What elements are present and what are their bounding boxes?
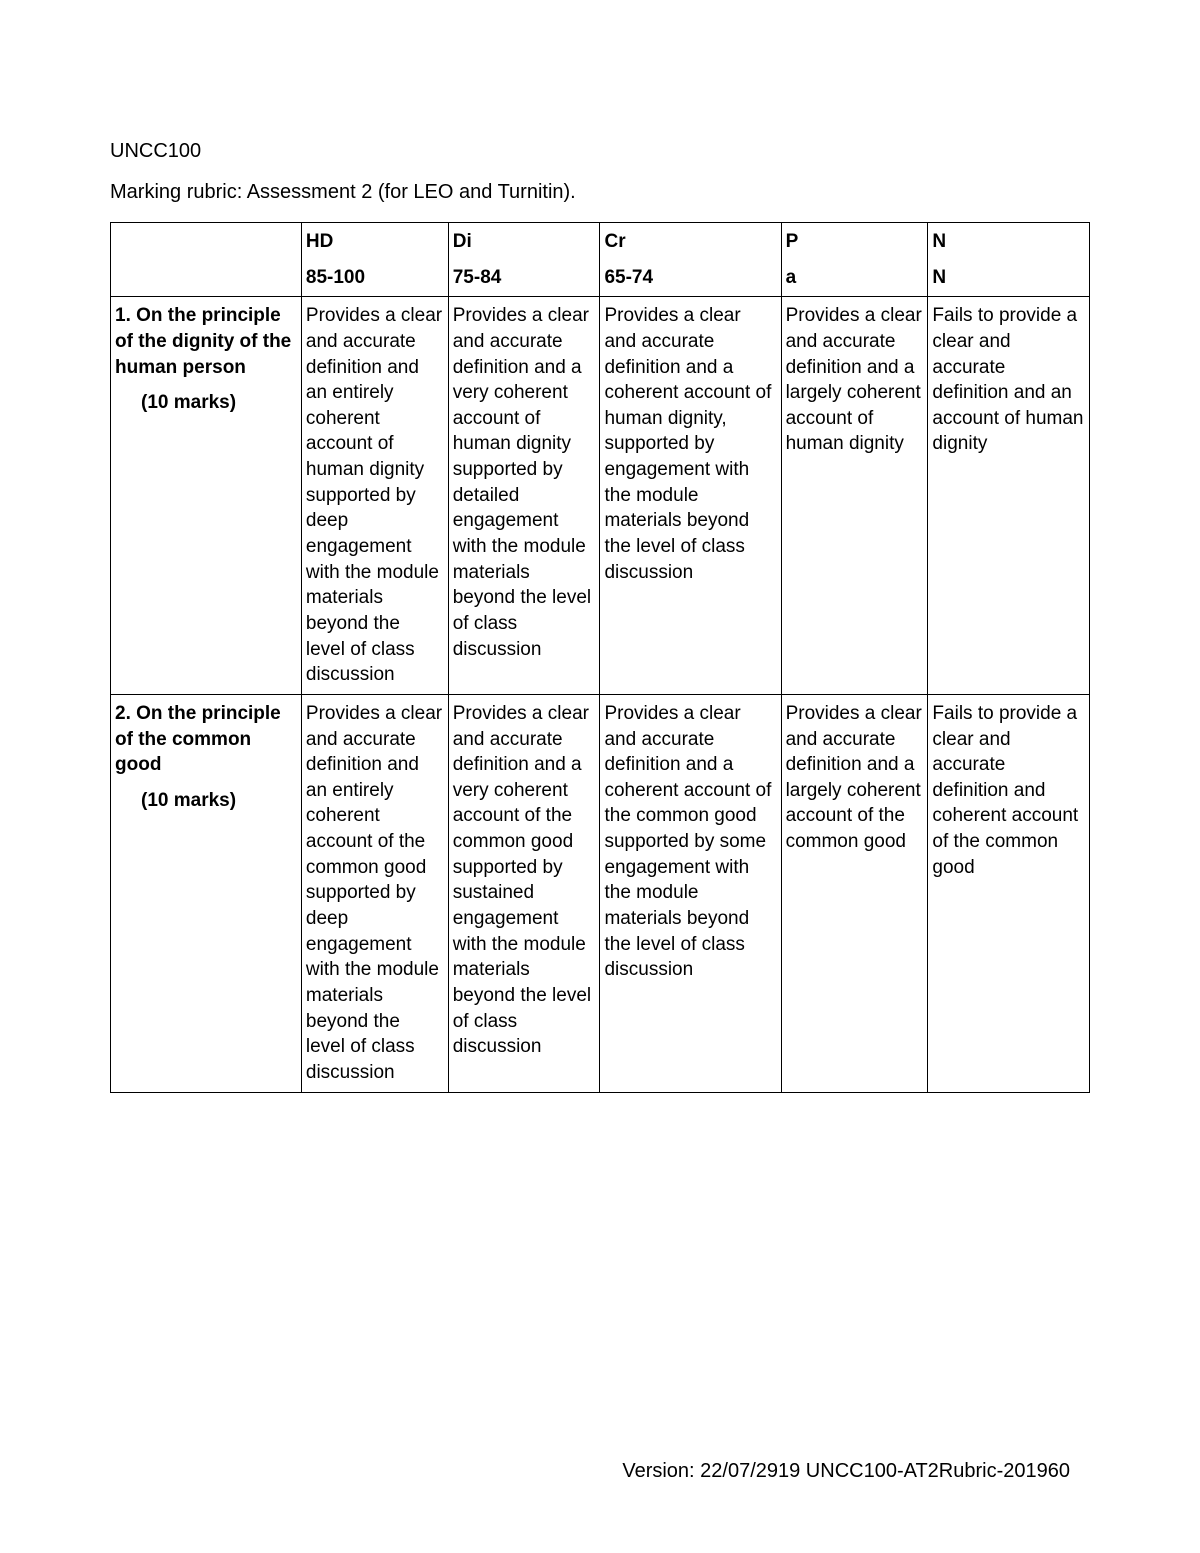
cell-cr: Provides a clear and accurate definition…	[600, 297, 781, 695]
header-range: 65-74	[604, 265, 776, 291]
cell-n: Fails to provide a clear and accurate de…	[928, 694, 1090, 1092]
header-label: Cr	[604, 229, 776, 255]
table-row: 2. On the principle of the common good (…	[111, 694, 1090, 1092]
cell-di: Provides a clear and accurate definition…	[448, 297, 600, 695]
header-di: Di 75-84	[448, 223, 600, 297]
course-code: UNCC100	[110, 140, 1090, 163]
header-range: a	[786, 265, 924, 291]
criterion-cell: 2. On the principle of the common good (…	[111, 694, 302, 1092]
cell-hd: Provides a clear and accurate definition…	[301, 694, 448, 1092]
header-label: P	[786, 229, 924, 255]
header-label: HD	[306, 229, 444, 255]
rubric-table: HD 85-100 Di 75-84 Cr 65-74 P a N N 1.	[110, 222, 1090, 1093]
table-header-row: HD 85-100 Di 75-84 Cr 65-74 P a N N	[111, 223, 1090, 297]
cell-di: Provides a clear and accurate definition…	[448, 694, 600, 1092]
criterion-title: 2. On the principle of the common good	[115, 703, 281, 775]
table-row: 1. On the principle of the dignity of th…	[111, 297, 1090, 695]
header-p: P a	[781, 223, 928, 297]
cell-hd: Provides a clear and accurate definition…	[301, 297, 448, 695]
header-n: N N	[928, 223, 1090, 297]
criterion-marks: (10 marks)	[115, 788, 297, 814]
document-subtitle: Marking rubric: Assessment 2 (for LEO an…	[110, 181, 1090, 204]
criterion-title: 1. On the principle of the dignity of th…	[115, 305, 291, 377]
header-range: N	[932, 265, 1085, 291]
cell-n: Fails to provide a clear and accurate de…	[928, 297, 1090, 695]
header-cr: Cr 65-74	[600, 223, 781, 297]
cell-p: Provides a clear and accurate definition…	[781, 297, 928, 695]
page: UNCC100 Marking rubric: Assessment 2 (fo…	[0, 0, 1200, 1553]
footer-version: Version: 22/07/2919 UNCC100-AT2Rubric-20…	[622, 1460, 1070, 1483]
header-range: 85-100	[306, 265, 444, 291]
header-label: Di	[453, 229, 596, 255]
header-blank	[111, 223, 302, 297]
header-label: N	[932, 229, 1085, 255]
cell-p: Provides a clear and accurate definition…	[781, 694, 928, 1092]
cell-cr: Provides a clear and accurate definition…	[600, 694, 781, 1092]
header-hd: HD 85-100	[301, 223, 448, 297]
header-range: 75-84	[453, 265, 596, 291]
criterion-marks: (10 marks)	[115, 390, 297, 416]
criterion-cell: 1. On the principle of the dignity of th…	[111, 297, 302, 695]
